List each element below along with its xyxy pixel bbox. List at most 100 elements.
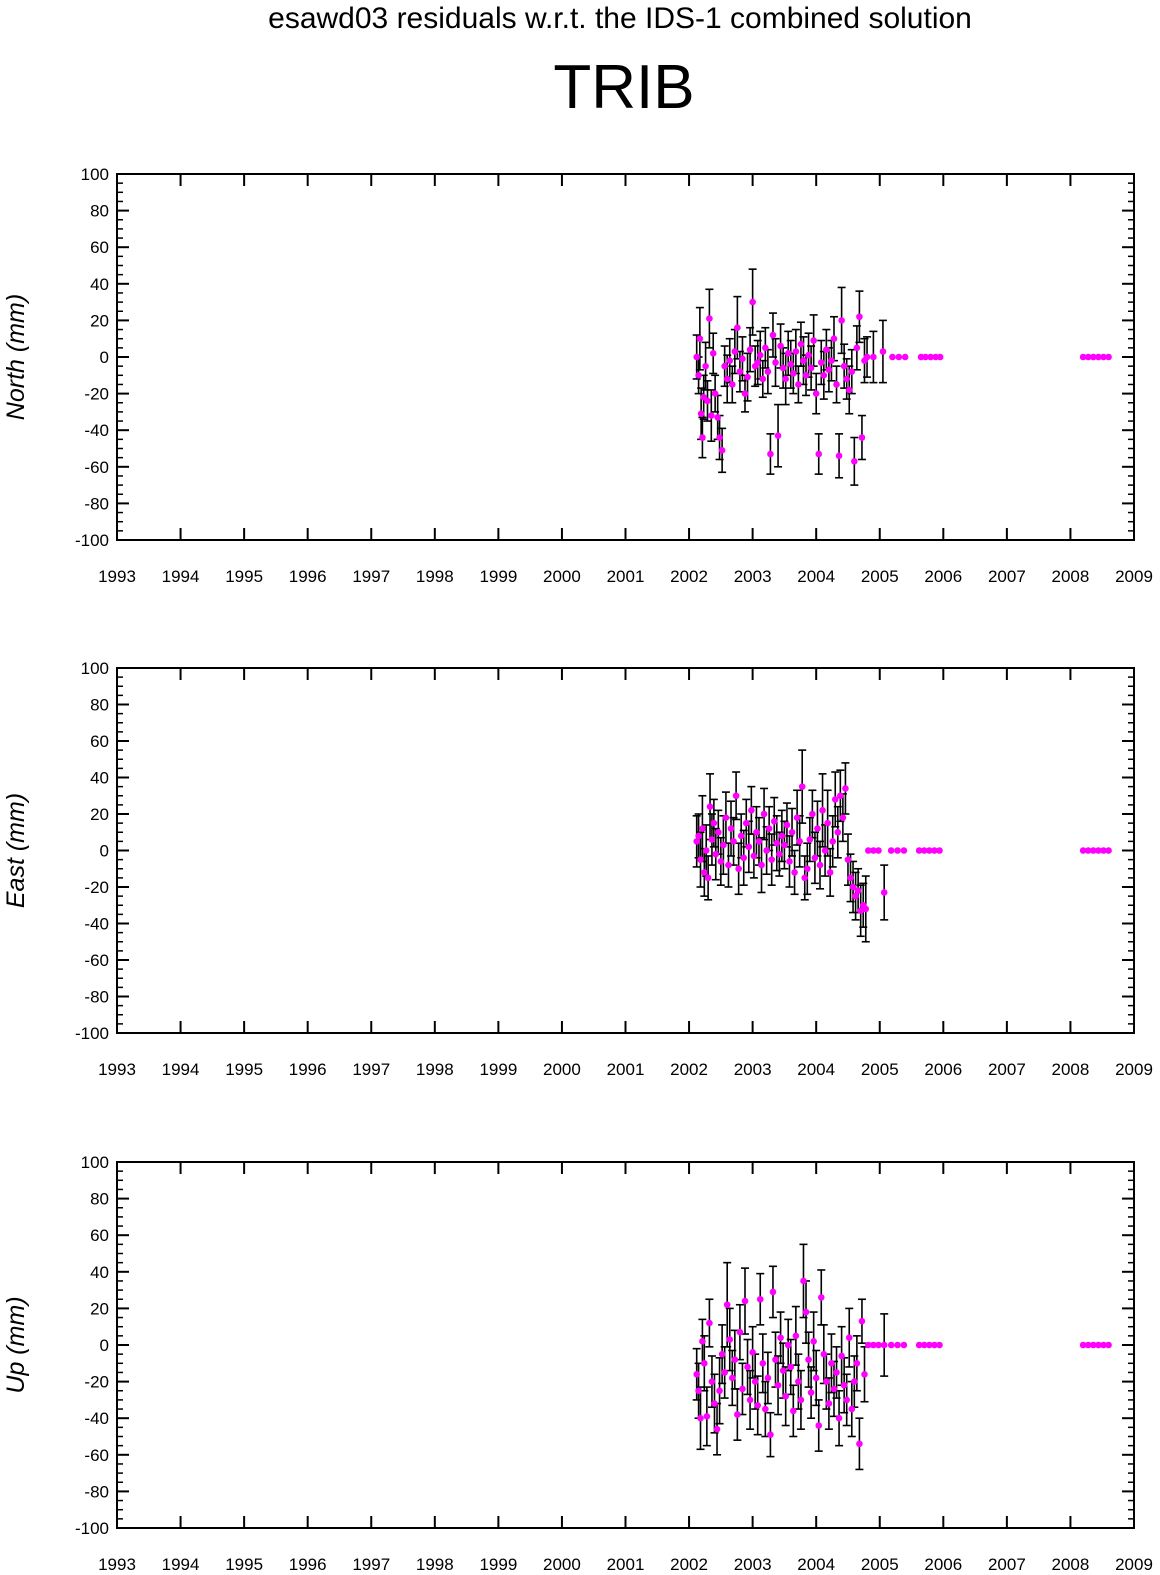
data-point <box>791 869 798 876</box>
data-point <box>723 375 731 383</box>
data-point <box>695 1387 702 1395</box>
data-point <box>790 370 797 377</box>
data-point <box>1095 353 1102 361</box>
data-point <box>750 852 758 860</box>
data-point <box>710 819 718 827</box>
data-point <box>839 814 847 821</box>
data-point <box>865 847 872 854</box>
data-point <box>840 362 848 370</box>
data-point <box>798 783 806 790</box>
data-point <box>858 434 866 441</box>
x-tick-label: 2008 <box>1052 567 1090 586</box>
data-point <box>1084 353 1092 361</box>
y-tick-label: -60 <box>84 1446 109 1465</box>
data-point <box>739 1385 746 1393</box>
plot-panel: 1993 1994 1995 1996 1997 1998 1999 2000 2001 2002… <box>2 165 1153 586</box>
figure-title: esawd03 residuals w.r.t. the IDS-1 combi… <box>268 2 972 35</box>
data-point <box>741 390 749 397</box>
data-point <box>717 858 725 865</box>
y-tick-label: -80 <box>84 988 109 1007</box>
data-point <box>728 1374 736 1382</box>
data-point <box>755 838 763 845</box>
data-point <box>1100 1341 1107 1349</box>
x-tick-label: 1998 <box>416 1555 454 1574</box>
data-point <box>826 869 834 876</box>
x-tick-label: 2004 <box>797 567 835 586</box>
x-tick-label: 2002 <box>670 567 708 586</box>
data-point <box>784 1341 792 1349</box>
x-tick-label: 1997 <box>352 1060 390 1079</box>
y-tick-label: 60 <box>90 1226 109 1245</box>
data-point <box>845 386 853 394</box>
y-tick-label: 40 <box>90 769 109 788</box>
x-tick-label: 1993 <box>98 1060 136 1079</box>
x-tick-label: 2000 <box>543 567 581 586</box>
x-tick-label: 1996 <box>289 567 327 586</box>
data-point <box>815 450 823 458</box>
data-point <box>805 1356 812 1363</box>
y-tick-label: 80 <box>90 202 109 221</box>
data-point <box>814 825 821 832</box>
x-tick-label: 2004 <box>797 1555 835 1574</box>
data-point <box>764 1374 772 1382</box>
data-point <box>787 361 795 368</box>
y-tick-label: 0 <box>100 348 109 367</box>
data-point <box>726 1336 734 1343</box>
x-tick-label: 1994 <box>162 1060 200 1079</box>
data-point <box>782 375 789 383</box>
data-point <box>875 847 882 854</box>
data-point <box>693 353 700 361</box>
x-tick-label: 1998 <box>416 1060 454 1079</box>
data-point <box>725 861 732 869</box>
data-point <box>812 390 820 397</box>
data-point <box>1079 847 1087 854</box>
data-point <box>737 832 745 840</box>
data-point <box>811 854 819 862</box>
data-point <box>894 1341 901 1349</box>
data-point <box>838 317 845 324</box>
data-point <box>727 825 735 832</box>
y-tick-label: 100 <box>81 165 109 184</box>
data-point <box>803 865 811 873</box>
data-point <box>936 847 943 854</box>
data-point <box>926 1341 933 1349</box>
data-point <box>706 1319 713 1327</box>
x-tick-label: 2003 <box>734 1060 772 1079</box>
data-point <box>718 447 726 454</box>
data-point <box>735 865 742 873</box>
data-point <box>762 1405 769 1413</box>
data-point <box>837 792 844 800</box>
data-point <box>833 381 840 388</box>
data-point <box>819 807 826 814</box>
x-tick-label: 2005 <box>861 1555 899 1574</box>
data-point <box>901 353 909 361</box>
y-tick-label: 20 <box>90 805 109 824</box>
data-point <box>857 907 864 915</box>
data-point <box>838 1352 845 1360</box>
data-point <box>920 1341 928 1349</box>
data-point <box>736 368 744 375</box>
station-title: TRIB <box>553 53 695 122</box>
y-tick-label: -60 <box>84 458 109 477</box>
data-point <box>800 357 807 364</box>
data-point <box>709 350 717 357</box>
data-point <box>740 854 748 862</box>
data-point <box>1105 847 1112 854</box>
y-axis-label: North (mm) <box>2 294 30 420</box>
y-axis-label: East (mm) <box>2 793 30 908</box>
x-tick-label: 2008 <box>1052 1060 1090 1079</box>
data-point <box>823 1378 830 1385</box>
data-point <box>776 850 783 858</box>
x-tick-label: 2005 <box>861 1060 899 1079</box>
data-point <box>812 1374 820 1382</box>
data-point <box>742 819 750 827</box>
data-point <box>744 373 751 381</box>
data-point <box>792 1332 800 1340</box>
data-point <box>833 1369 840 1376</box>
data-point <box>828 1360 835 1367</box>
y-tick-label: 0 <box>100 1336 109 1355</box>
data-point <box>820 372 828 379</box>
data-point <box>870 847 877 854</box>
data-point <box>711 1400 718 1407</box>
